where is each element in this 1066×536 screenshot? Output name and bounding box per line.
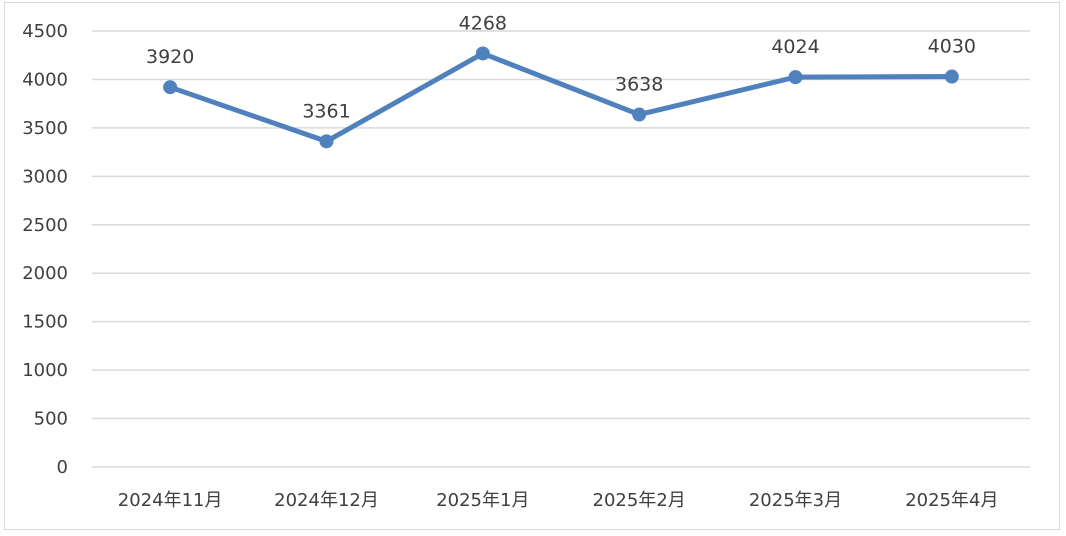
x-tick-label: 2025年2月 (593, 490, 686, 511)
data-label: 3638 (615, 74, 663, 96)
data-point (319, 134, 334, 149)
x-tick-label: 2025年3月 (749, 490, 842, 511)
data-point (163, 80, 178, 95)
x-axis-ticks: 2024年11月 2024年12月 2025年1月 2025年2月 2025年3月 202… (118, 490, 999, 511)
y-tick-label: 500 (34, 409, 68, 430)
y-tick-label: 0 (57, 457, 68, 478)
data-point (788, 70, 803, 85)
x-tick-label: 2024年11月 (118, 490, 223, 511)
x-tick-label: 2025年1月 (436, 490, 529, 511)
y-tick-label: 1000 (22, 360, 68, 381)
gridlines (92, 30, 1030, 468)
series-line-group (163, 46, 959, 149)
y-axis-ticks: 0 500 1000 1500 2000 2500 3000 3500 4000 4500 (22, 21, 68, 478)
data-point (944, 69, 959, 84)
data-label: 3361 (302, 100, 350, 122)
data-point (475, 46, 490, 61)
data-point (632, 107, 647, 122)
data-label: 4024 (771, 36, 819, 58)
data-labels: 3920 3361 4268 3638 4024 4030 (146, 12, 976, 122)
y-tick-label: 1500 (22, 312, 68, 333)
data-label: 3920 (146, 46, 194, 68)
y-tick-label: 4000 (22, 69, 68, 90)
series-line (167, 50, 955, 144)
y-tick-label: 4500 (22, 21, 68, 42)
x-tick-label: 2024年12月 (274, 490, 379, 511)
data-label: 4268 (459, 12, 507, 34)
x-tick-label: 2025年4月 (905, 490, 998, 511)
data-label: 4030 (928, 36, 976, 58)
y-tick-label: 2000 (22, 263, 68, 284)
y-tick-label: 2500 (22, 215, 68, 236)
y-tick-label: 3500 (22, 118, 68, 139)
y-tick-label: 3000 (22, 166, 68, 187)
